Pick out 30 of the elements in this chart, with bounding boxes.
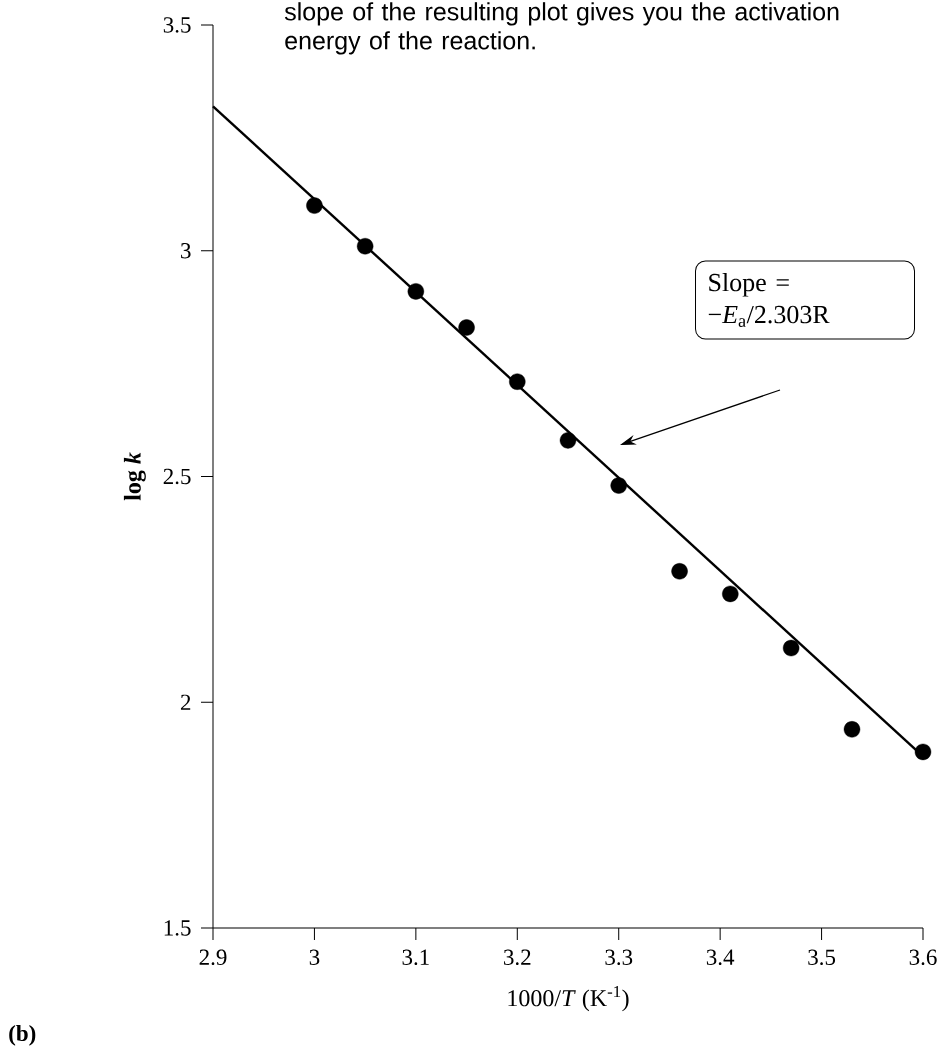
x-axis-title: 1000/T (K$^{-1}$): [508, 985, 629, 1012]
point: [458, 319, 475, 336]
y-axis-title: log k: [123, 452, 146, 501]
point: [782, 639, 800, 657]
point: [356, 238, 374, 255]
point: [559, 432, 577, 449]
point: [843, 721, 861, 738]
x-tick-label: 3.3: [605, 949, 633, 966]
point: [722, 585, 739, 603]
annotation: slope of the resulting plot gives you the activation energy of the reaction.: [284, 2, 839, 55]
x-tick-label: 3.2: [504, 949, 531, 966]
point: [914, 743, 932, 761]
y-tick-label: 3: [181, 243, 191, 259]
x-tick-label: 2.9: [199, 949, 227, 966]
x-tick-label: 3.1: [402, 949, 429, 966]
point: [671, 563, 688, 580]
point: [407, 283, 425, 300]
point: [306, 197, 323, 214]
text: (b): [9, 1024, 36, 1046]
x-tick-label: 3.6: [909, 949, 937, 966]
y-tick-label: 3.5: [163, 17, 191, 33]
x-tick-label: 3.5: [808, 949, 836, 966]
y-tick-label: 1.5: [164, 920, 191, 936]
annotation: Slope = −E$_{a}$/2.303R: [708, 273, 830, 327]
point: [509, 373, 526, 390]
x-tick-label: 3: [309, 949, 320, 965]
y-tick-label: 2.5: [163, 468, 191, 485]
y-tick-label: 2: [180, 694, 191, 710]
point: [610, 477, 627, 494]
x-tick-label: 3.4: [706, 949, 735, 966]
